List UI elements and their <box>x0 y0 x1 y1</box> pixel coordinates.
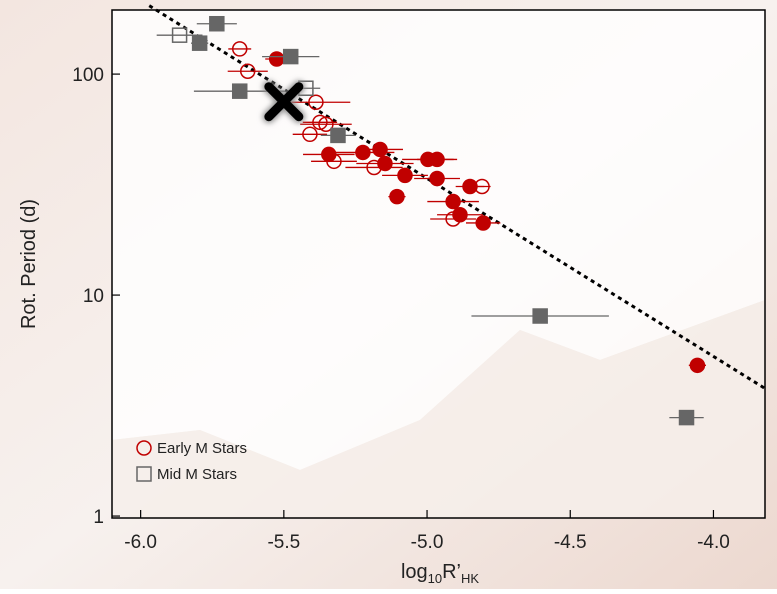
x-tick-label: -5.0 <box>411 532 444 553</box>
background-shape <box>112 300 765 518</box>
data-point <box>326 153 342 170</box>
data-point <box>171 27 188 43</box>
data-point <box>355 144 371 161</box>
legend-marker <box>136 466 152 482</box>
data-point <box>282 48 299 65</box>
data-point <box>302 126 318 143</box>
data-point <box>312 114 328 131</box>
x-axis-label-part: HK <box>461 571 479 586</box>
data-point <box>308 94 324 110</box>
data-point <box>474 178 490 195</box>
data-point <box>689 357 706 374</box>
data-point <box>191 35 208 51</box>
y-tick-label: 100 <box>72 65 104 86</box>
data-point <box>532 308 548 324</box>
y-tick-label: 10 <box>83 286 104 307</box>
legend-label: Early M Stars <box>157 440 247 457</box>
data-point <box>231 41 248 57</box>
data-point <box>389 188 405 205</box>
data-point <box>231 83 248 99</box>
legend-marker <box>136 440 152 456</box>
data-point <box>330 127 346 144</box>
data-point <box>678 409 695 426</box>
background-shape <box>112 10 765 470</box>
data-point <box>366 159 382 176</box>
x-tick-label: -4.5 <box>554 532 587 553</box>
data-point <box>268 51 285 67</box>
data-point <box>240 63 256 80</box>
x-tick-label: -5.5 <box>267 532 300 553</box>
highlight-stroke <box>264 82 304 122</box>
data-point <box>372 141 388 158</box>
legend-label: Mid M Stars <box>157 466 237 483</box>
x-tick-label: -6.0 <box>124 532 157 553</box>
x-axis-label-part: R’ <box>442 561 461 583</box>
highlight-marker <box>262 80 305 123</box>
data-point <box>445 211 461 227</box>
x-axis-label-part: 10 <box>428 571 442 586</box>
data-point <box>445 193 461 210</box>
data-point <box>397 167 413 184</box>
x-axis-label-part: log <box>401 561 428 583</box>
y-axis-label: Rot. Period (d) <box>18 199 40 329</box>
data-point <box>429 170 445 187</box>
data-point <box>475 215 491 231</box>
data-point <box>318 116 334 132</box>
data-point <box>429 151 445 168</box>
y-tick-label: 1 <box>93 507 104 528</box>
data-point <box>209 15 225 32</box>
plot-frame <box>111 9 766 519</box>
x-axis-label: log10R’HK <box>401 561 479 586</box>
x-tick-label: -4.0 <box>697 532 730 553</box>
